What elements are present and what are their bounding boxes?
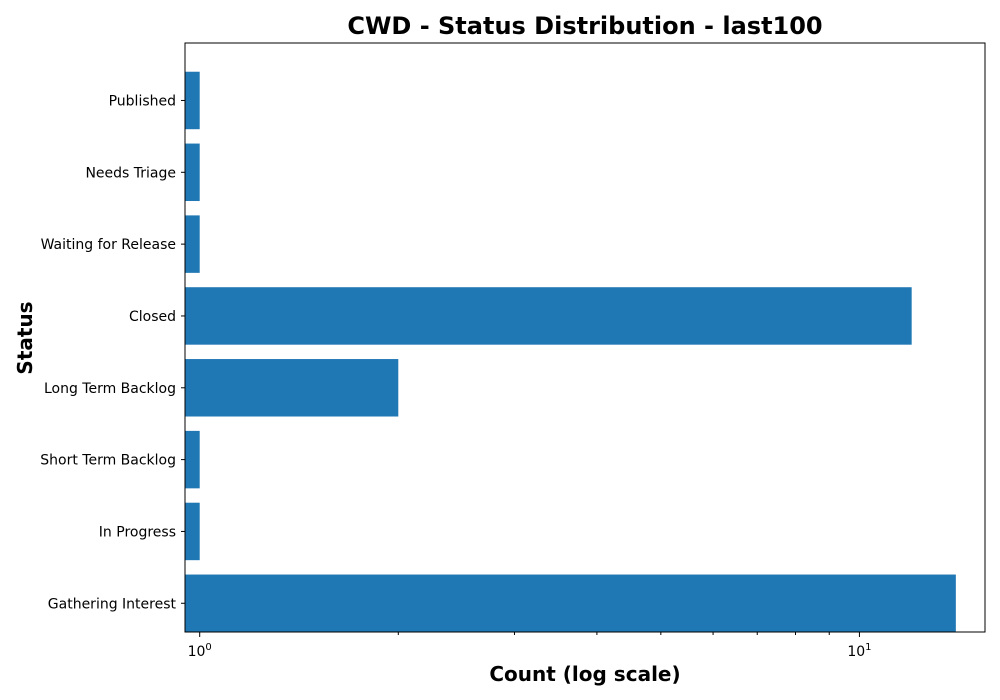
x-tick-base: 10 <box>847 644 865 660</box>
y-axis-label: Status <box>13 301 37 374</box>
x-axis-label: Count (log scale) <box>489 662 680 686</box>
y-tick-label: Long Term Backlog <box>44 381 176 397</box>
plot-frame <box>184 42 986 633</box>
y-tick-label: Closed <box>129 309 176 325</box>
y-tick-label: Short Term Backlog <box>40 453 176 469</box>
x-tick-exponent: 1 <box>865 642 871 653</box>
x-tick-label: 101 <box>847 642 871 660</box>
y-tick-label: Waiting for Release <box>41 237 176 253</box>
bar <box>185 215 200 273</box>
y-tick-label: Gathering Interest <box>48 596 177 612</box>
chart-title: CWD - Status Distribution - last100 <box>347 12 822 40</box>
y-tick-label: Published <box>109 93 176 109</box>
bar <box>185 143 200 202</box>
plot-area: Published Needs Triage Waiting for Release… <box>40 71 956 660</box>
x-tick-label: 100 <box>188 642 212 660</box>
bar <box>185 359 399 417</box>
x-tick-base: 10 <box>188 644 206 660</box>
x-tick-exponent: 0 <box>205 642 211 653</box>
bar <box>185 502 200 561</box>
y-tick-label: In Progress <box>99 524 176 540</box>
y-tick-label: Needs Triage <box>85 165 176 181</box>
bar <box>185 71 200 130</box>
bar <box>185 287 912 345</box>
bar <box>185 430 200 489</box>
bar <box>185 574 956 632</box>
